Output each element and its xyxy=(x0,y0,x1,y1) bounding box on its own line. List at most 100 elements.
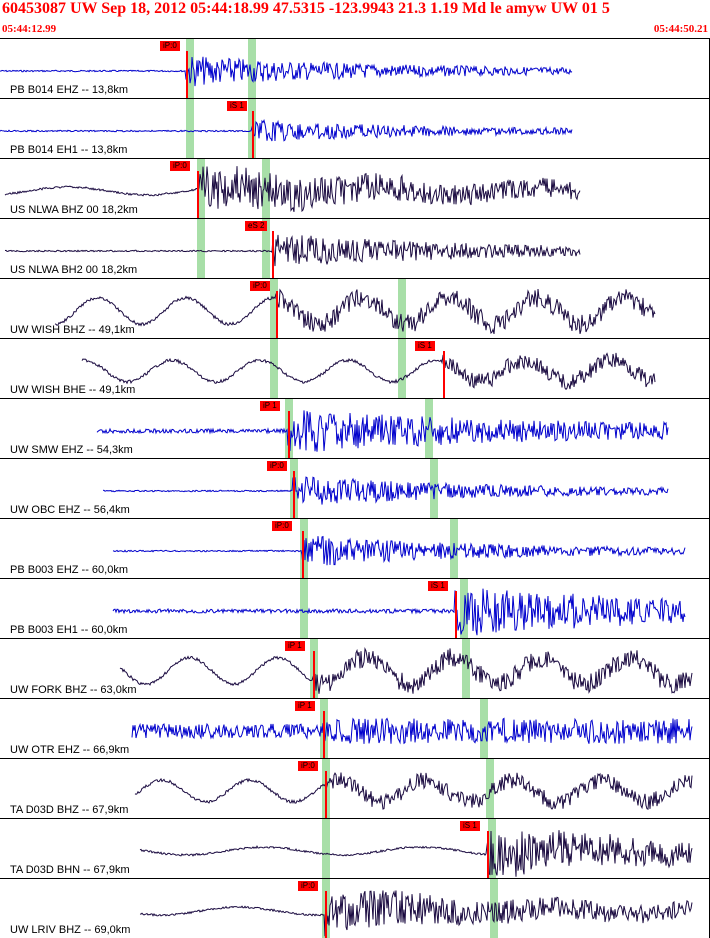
pick-line[interactable] xyxy=(272,231,274,278)
waveform-line xyxy=(0,118,573,142)
s-arrival-marker xyxy=(460,579,468,638)
seismogram-panel[interactable]: iP:0 TA D03D BHZ -- 67,9km xyxy=(0,758,710,818)
waveform-trace xyxy=(139,890,693,937)
pick-line[interactable] xyxy=(252,111,254,158)
waveform-trace xyxy=(0,118,573,142)
waveform-trace xyxy=(54,288,656,335)
phase-pick-tag[interactable]: iP:0 xyxy=(160,41,180,51)
channel-label: UW LRIV BHZ -- 69,0km xyxy=(10,924,131,936)
channel-label: TA D03D BHZ -- 67,9km xyxy=(10,804,129,816)
seismogram-panel[interactable]: iP:0 UW WISH BHZ -- 49,1km xyxy=(0,278,710,338)
channel-label: UW FORK BHZ -- 63,0km xyxy=(10,684,137,696)
pick-line[interactable] xyxy=(443,351,445,398)
waveform-trace xyxy=(4,234,581,267)
seismogram-panel[interactable]: iS 1 PB B014 EH1 -- 13,8km xyxy=(0,98,710,158)
seismogram-stack: iP:0 PB B014 EHZ -- 13,8km iS 1 PB B014 EH1… xyxy=(0,38,710,938)
p-arrival-marker xyxy=(300,579,308,638)
pick-line[interactable] xyxy=(313,651,315,698)
event-title: 60453087 UW Sep 18, 2012 05:44:18.99 47.… xyxy=(2,0,610,17)
phase-pick-tag[interactable]: iS 1 xyxy=(460,821,480,831)
waveform-trace xyxy=(4,166,581,213)
phase-pick-tag[interactable]: eS 2 xyxy=(245,221,268,231)
s-arrival-marker xyxy=(480,699,488,758)
s-arrival-marker xyxy=(425,399,433,458)
s-arrival-marker xyxy=(248,39,256,98)
channel-label: TA D03D BHN -- 67,9km xyxy=(10,864,130,876)
waveform-trace xyxy=(134,772,693,810)
event-header: 60453087 UW Sep 18, 2012 05:44:18.99 47.… xyxy=(0,0,710,38)
waveform-line xyxy=(102,476,669,505)
waveform-line xyxy=(96,410,669,452)
seismogram-panel[interactable]: iS 1 PB B003 EH1 -- 60,0km xyxy=(0,578,710,638)
s-arrival-marker xyxy=(398,339,406,398)
phase-pick-tag[interactable]: iP 1 xyxy=(285,641,305,651)
window-start-time: 05:44:12.99 xyxy=(2,23,57,35)
pick-line[interactable] xyxy=(276,291,278,338)
waveform-trace xyxy=(112,535,686,567)
channel-label: PB B014 EHZ -- 13,8km xyxy=(10,84,128,96)
pick-line[interactable] xyxy=(455,591,457,638)
seismogram-panel[interactable]: iP 1 UW SMW EHZ -- 54,3km xyxy=(0,398,710,458)
seismogram-panel[interactable]: iP 1 UW FORK BHZ -- 63,0km xyxy=(0,638,710,698)
waveform-trace xyxy=(112,588,686,636)
s-arrival-marker xyxy=(398,279,406,338)
seismogram-panel[interactable]: iP:0 UW LRIV BHZ -- 69,0km xyxy=(0,878,710,938)
pick-line[interactable] xyxy=(197,171,199,218)
phase-pick-tag[interactable]: iP:0 xyxy=(298,761,318,771)
pick-line[interactable] xyxy=(302,531,304,578)
channel-label: UW OTR EHZ -- 66,9km xyxy=(10,744,130,756)
pick-line[interactable] xyxy=(487,831,489,878)
seismogram-panel[interactable]: eS 2 US NLWA BH2 00 18,2km xyxy=(0,218,710,278)
pick-line[interactable] xyxy=(323,711,325,758)
s-arrival-marker xyxy=(430,459,438,518)
waveform-trace xyxy=(96,410,669,452)
waveform-line xyxy=(119,647,693,694)
phase-pick-tag[interactable]: iS 1 xyxy=(415,341,435,351)
p-arrival-marker xyxy=(186,99,194,158)
seismogram-panel[interactable]: iP:0 PB B014 EHZ -- 13,8km xyxy=(0,38,710,98)
seismogram-panel[interactable]: iP:0 US NLWA BHZ 00 18,2km xyxy=(0,158,710,218)
waveform-line xyxy=(139,830,693,877)
phase-pick-tag[interactable]: iS 1 xyxy=(227,101,247,111)
channel-label: UW WISH BHE -- 49,1km xyxy=(10,384,136,396)
phase-pick-tag[interactable]: iS 1 xyxy=(428,581,448,591)
channel-label: UW SMW EHZ -- 54,3km xyxy=(10,444,133,456)
window-end-time: 05:44:50.21 xyxy=(653,23,708,35)
s-arrival-marker xyxy=(486,759,494,818)
phase-pick-tag[interactable]: iP:0 xyxy=(267,461,287,471)
waveform-line xyxy=(54,288,656,335)
pick-line[interactable] xyxy=(325,891,327,938)
pick-line[interactable] xyxy=(293,471,295,518)
phase-pick-tag[interactable]: iP:0 xyxy=(298,881,318,891)
waveform-trace xyxy=(131,717,693,745)
s-arrival-marker xyxy=(262,219,270,278)
p-arrival-marker xyxy=(322,819,330,878)
channel-label: UW OBC EHZ -- 56,4km xyxy=(10,504,130,516)
p-arrival-marker xyxy=(186,39,194,98)
channel-label: PB B014 EH1 -- 13,8km xyxy=(10,144,128,156)
seismogram-panel[interactable]: iP:0 UW OBC EHZ -- 56,4km xyxy=(0,458,710,518)
waveform-trace xyxy=(139,830,693,877)
phase-pick-tag[interactable]: iP:0 xyxy=(250,281,270,291)
channel-label: US NLWA BH2 00 18,2km xyxy=(10,264,138,276)
pick-line[interactable] xyxy=(325,771,327,818)
waveform-line xyxy=(131,717,693,745)
channel-label: PB B003 EH1 -- 60,0km xyxy=(10,624,128,636)
seismogram-panel[interactable]: iP 1 UW OTR EHZ -- 66,9km xyxy=(0,698,710,758)
seismogram-panel[interactable]: iS 1 TA D03D BHN -- 67,9km xyxy=(0,818,710,878)
p-arrival-marker xyxy=(270,279,278,338)
waveform-line xyxy=(4,166,581,213)
s-arrival-marker xyxy=(462,639,470,698)
waveform-line xyxy=(4,234,581,267)
phase-pick-tag[interactable]: iP:0 xyxy=(170,161,190,171)
pick-line[interactable] xyxy=(186,51,188,98)
seismogram-panel[interactable]: iP:0 PB B003 EHZ -- 60,0km xyxy=(0,518,710,578)
seismogram-panel[interactable]: iS 1 UW WISH BHE -- 49,1km xyxy=(0,338,710,398)
p-arrival-marker xyxy=(270,339,278,398)
phase-pick-tag[interactable]: iP 1 xyxy=(295,701,315,711)
waveform-trace xyxy=(119,647,693,694)
waveform-trace xyxy=(102,476,669,505)
pick-line[interactable] xyxy=(288,411,290,458)
phase-pick-tag[interactable]: iP:0 xyxy=(272,521,292,531)
phase-pick-tag[interactable]: iP 1 xyxy=(260,401,280,411)
